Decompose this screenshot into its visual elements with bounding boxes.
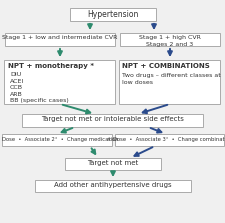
FancyBboxPatch shape [65,158,160,170]
Text: NPT + COMBINATIONS: NPT + COMBINATIONS [122,63,209,69]
Text: × Dose  •  Associate 3°  •  Change combination: × Dose • Associate 3° • Change combinati… [106,136,225,142]
Text: Hypertension: Hypertension [87,10,138,19]
Text: Target not met: Target not met [87,161,138,167]
Text: Target not met or intolerable side effects: Target not met or intolerable side effec… [41,116,183,122]
Text: Add other antihypertensive drugs: Add other antihypertensive drugs [54,182,171,188]
FancyBboxPatch shape [5,33,115,46]
FancyBboxPatch shape [35,180,190,192]
FancyBboxPatch shape [2,134,112,146]
Text: Two drugs – different classes at
low doses: Two drugs – different classes at low dos… [122,73,220,85]
FancyBboxPatch shape [119,60,219,104]
Text: DIU
ACEI
CCB
ARB
BB (specific cases): DIU ACEI CCB ARB BB (specific cases) [10,72,68,103]
FancyBboxPatch shape [119,33,219,46]
FancyBboxPatch shape [4,60,115,104]
Text: Stage 1 + high CVR
Stages 2 and 3: Stage 1 + high CVR Stages 2 and 3 [138,35,200,47]
Text: × Dose  •  Associate 2°  •  Change medication: × Dose • Associate 2° • Change medicatio… [0,136,118,142]
Text: Stage 1 + low and intermediate CVR: Stage 1 + low and intermediate CVR [2,35,117,40]
FancyBboxPatch shape [115,134,223,146]
FancyBboxPatch shape [70,8,155,21]
Text: NPT + monotherapy *: NPT + monotherapy * [8,63,94,69]
FancyBboxPatch shape [22,114,202,127]
